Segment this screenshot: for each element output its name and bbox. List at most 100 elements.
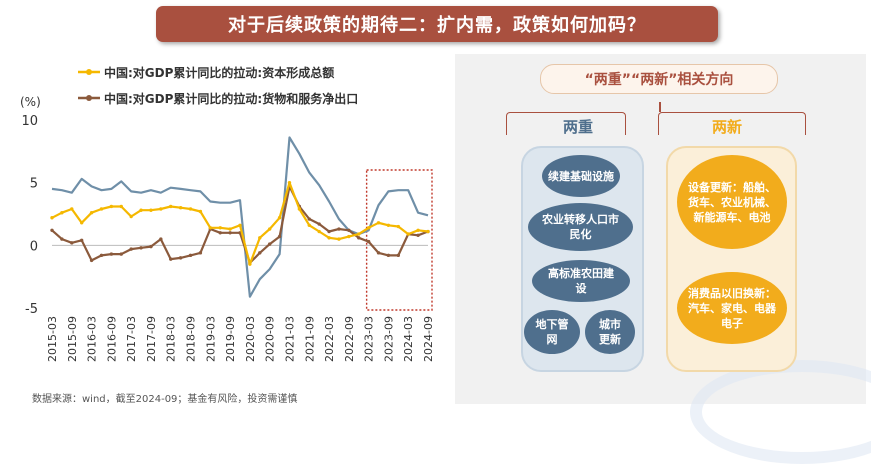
series-point-1 <box>119 252 123 256</box>
series-point-1 <box>60 237 64 241</box>
left-brace <box>506 112 626 135</box>
series-point-1 <box>258 251 262 255</box>
left-heading: 两重 <box>563 118 594 136</box>
series-point-0 <box>297 207 302 211</box>
series-point-1 <box>376 251 381 255</box>
series-point-0 <box>129 214 133 219</box>
x-tick-label: 2017-09 <box>145 316 158 362</box>
x-tick-label: 2019-03 <box>204 316 217 362</box>
left-item-4: 地下管网 <box>524 310 580 354</box>
series-point-0 <box>287 180 292 185</box>
series-point-0 <box>366 226 371 230</box>
right-item-1: 设备更新：船舶、货车、农业机械、新能源车、电池 <box>677 155 787 249</box>
series-point-0 <box>79 221 84 225</box>
legend-label: 中国:对GDP累计同比的拉动:资本形成总额 <box>104 65 334 80</box>
series-point-0 <box>426 229 430 234</box>
left-item-3: 高标准农田建设 <box>532 260 630 302</box>
series-point-0 <box>70 207 74 211</box>
series-point-1 <box>416 233 420 238</box>
series-point-0 <box>178 206 183 210</box>
series-point-1 <box>99 253 104 258</box>
series-point-0 <box>149 208 153 212</box>
series-point-0 <box>60 211 64 215</box>
panel-title: “两重”“两新”相关方向 <box>540 64 778 94</box>
x-tick-label: 2022-03 <box>323 316 336 362</box>
series-point-1 <box>396 253 401 258</box>
series-point-0 <box>277 216 282 220</box>
policy-panel <box>455 54 866 404</box>
series-point-1 <box>129 247 133 251</box>
series-point-0 <box>208 226 213 230</box>
series-point-0 <box>317 229 321 234</box>
series-point-0 <box>337 237 341 241</box>
series-point-1 <box>357 236 361 240</box>
line-chart: 中国:对GDP累计同比的拉动:资本形成总额中国:对GDP累计同比的拉动:货物和服… <box>20 65 435 362</box>
series-point-1 <box>70 241 74 245</box>
series-point-0 <box>238 223 242 227</box>
series-point-0 <box>188 207 193 211</box>
legend-marker <box>86 95 92 101</box>
x-tick-label: 2021-09 <box>303 316 316 362</box>
y-tick-label: -5 <box>25 302 38 317</box>
x-tick-label: 2021-03 <box>283 316 296 362</box>
x-tick-label: 2017-03 <box>125 316 138 362</box>
x-tick-label: 2018-09 <box>185 316 198 362</box>
series-point-0 <box>50 216 54 220</box>
x-tick-label: 2024-03 <box>402 316 415 362</box>
series-point-0 <box>347 234 351 239</box>
series-point-1 <box>317 222 321 226</box>
series-point-0 <box>198 209 203 214</box>
right-heading: 两新 <box>712 118 743 136</box>
series-point-1 <box>327 229 331 234</box>
series-point-0 <box>119 204 123 209</box>
series-point-1 <box>178 256 183 260</box>
series-point-0 <box>159 207 163 211</box>
series-point-1 <box>228 231 232 235</box>
series-point-1 <box>149 244 153 249</box>
y-tick-label: 0 <box>30 239 38 254</box>
x-tick-label: 2015-03 <box>46 316 59 362</box>
series-line-2 <box>51 136 429 298</box>
legend-label: 中国:对GDP累计同比的拉动:货物和服务净出口 <box>104 91 358 106</box>
series-point-1 <box>188 253 193 258</box>
series-point-1 <box>267 242 272 246</box>
y-axis-unit: (%) <box>20 95 41 109</box>
x-tick-label: 2020-09 <box>264 316 277 362</box>
series-point-0 <box>376 221 381 225</box>
x-tick-label: 2022-09 <box>343 316 356 362</box>
series-point-0 <box>327 236 331 240</box>
series-point-1 <box>79 238 84 243</box>
series-point-1 <box>198 251 203 255</box>
series-point-1 <box>386 253 391 258</box>
series-point-0 <box>386 223 391 227</box>
right-brace <box>658 112 806 135</box>
page-title: 对于后续政策的期待二：扩内需，政策如何加码？ <box>156 6 718 42</box>
brace-center-tick <box>659 102 661 112</box>
left-item-5: 城市更新 <box>585 310 635 354</box>
series-point-0 <box>139 208 143 212</box>
series-point-0 <box>89 211 94 215</box>
x-tick-label: 2015-09 <box>66 316 79 362</box>
data-source: 数据来源：wind，截至2024-09；基金有风险，投资需谨慎 <box>32 394 298 405</box>
series-point-0 <box>99 207 104 211</box>
series-point-0 <box>169 204 173 209</box>
left-item-2: 农业转移人口市民化 <box>528 203 633 251</box>
left-item-1: 续建基础设施 <box>542 155 620 197</box>
series-point-1 <box>307 217 311 221</box>
series-point-1 <box>337 227 341 231</box>
series-point-1 <box>50 228 54 232</box>
y-tick-label: 10 <box>21 114 38 129</box>
series-point-0 <box>396 224 401 229</box>
series-point-0 <box>248 262 252 266</box>
series-point-0 <box>416 228 420 232</box>
series-point-1 <box>139 246 143 250</box>
series-point-0 <box>228 227 232 231</box>
series-point-0 <box>406 232 410 236</box>
x-tick-label: 2023-09 <box>382 316 395 362</box>
series-point-1 <box>89 258 94 263</box>
series-point-1 <box>366 239 371 244</box>
series-point-0 <box>109 204 114 209</box>
x-tick-label: 2020-03 <box>244 316 257 362</box>
series-point-1 <box>277 234 282 239</box>
x-tick-label: 2016-09 <box>105 316 118 362</box>
